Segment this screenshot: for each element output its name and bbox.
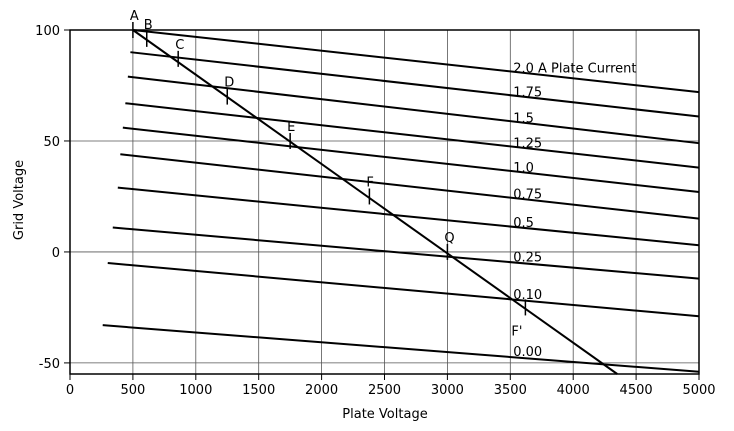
- x-tick-label-10: 5000: [682, 383, 715, 398]
- curve-label-8: 0.10: [513, 288, 542, 303]
- curve-4: [122, 126, 700, 194]
- x-tick-label-6: 3000: [431, 383, 464, 398]
- curve-1: [130, 51, 700, 118]
- curve-label-5: 0.75: [513, 188, 542, 203]
- curve-2: [127, 75, 700, 145]
- axis-ticks: 0 500 1000 1500 2000 2500 3000 3500 4000 4500 5000…: [35, 24, 715, 398]
- point-label-0: A: [130, 9, 139, 24]
- y-tick-label-1: 50: [43, 135, 60, 150]
- curve-6: [117, 186, 700, 247]
- curve-label-4: 1.0: [513, 161, 534, 176]
- curve-0: [132, 29, 700, 94]
- curve-labels: 2.0 A Plate Current 1.75 1.5 1.25 1.0 0.75 0.5…: [513, 61, 636, 360]
- y-tick-label-0: 100: [35, 24, 60, 39]
- point-label-7: F': [511, 324, 522, 339]
- curve-7: [112, 226, 700, 280]
- point-label-3: D: [224, 76, 234, 91]
- x-tick-label-8: 4000: [557, 383, 590, 398]
- x-tick-label-9: 4500: [620, 383, 653, 398]
- y-tick-label-3: -50: [39, 357, 60, 372]
- curve-label-1: 1.75: [513, 85, 542, 100]
- x-tick-label-1: 500: [120, 383, 145, 398]
- x-tick-label-4: 2000: [305, 383, 338, 398]
- point-label-4: E: [287, 120, 295, 135]
- x-tick-label-3: 1500: [242, 383, 275, 398]
- load-line-path: [132, 29, 618, 375]
- y-tick-label-2: 0: [52, 246, 60, 261]
- curve-label-2: 1.5: [513, 112, 534, 127]
- x-tick-label-2: 1000: [179, 383, 212, 398]
- point-label-5: F: [366, 175, 373, 190]
- curve-9: [102, 324, 700, 373]
- point-annotations: AB C D E F Q F': [130, 9, 527, 339]
- curve-5: [120, 153, 700, 220]
- curve-label-0: 2.0 A Plate Current: [513, 61, 636, 76]
- curve-label-3: 1.25: [513, 136, 542, 151]
- x-tick-label-5: 2500: [368, 383, 401, 398]
- point-label-6: Q: [444, 231, 454, 246]
- x-tick-label-0: 0: [66, 383, 74, 398]
- load-line: [132, 29, 618, 375]
- curve-8: [107, 262, 700, 318]
- y-axis-title: Grid Voltage: [12, 160, 27, 240]
- x-axis-title: Plate Voltage: [342, 407, 427, 422]
- point-label-1: B: [144, 18, 153, 33]
- curve-label-6: 0.5: [513, 216, 534, 231]
- curve-3: [125, 102, 700, 169]
- curve-label-7: 0.25: [513, 251, 542, 266]
- curve-label-9: 0.00: [513, 345, 542, 360]
- plate-current-curves: [102, 29, 700, 373]
- x-tick-label-7: 3500: [494, 383, 527, 398]
- point-label-2: C: [175, 38, 184, 53]
